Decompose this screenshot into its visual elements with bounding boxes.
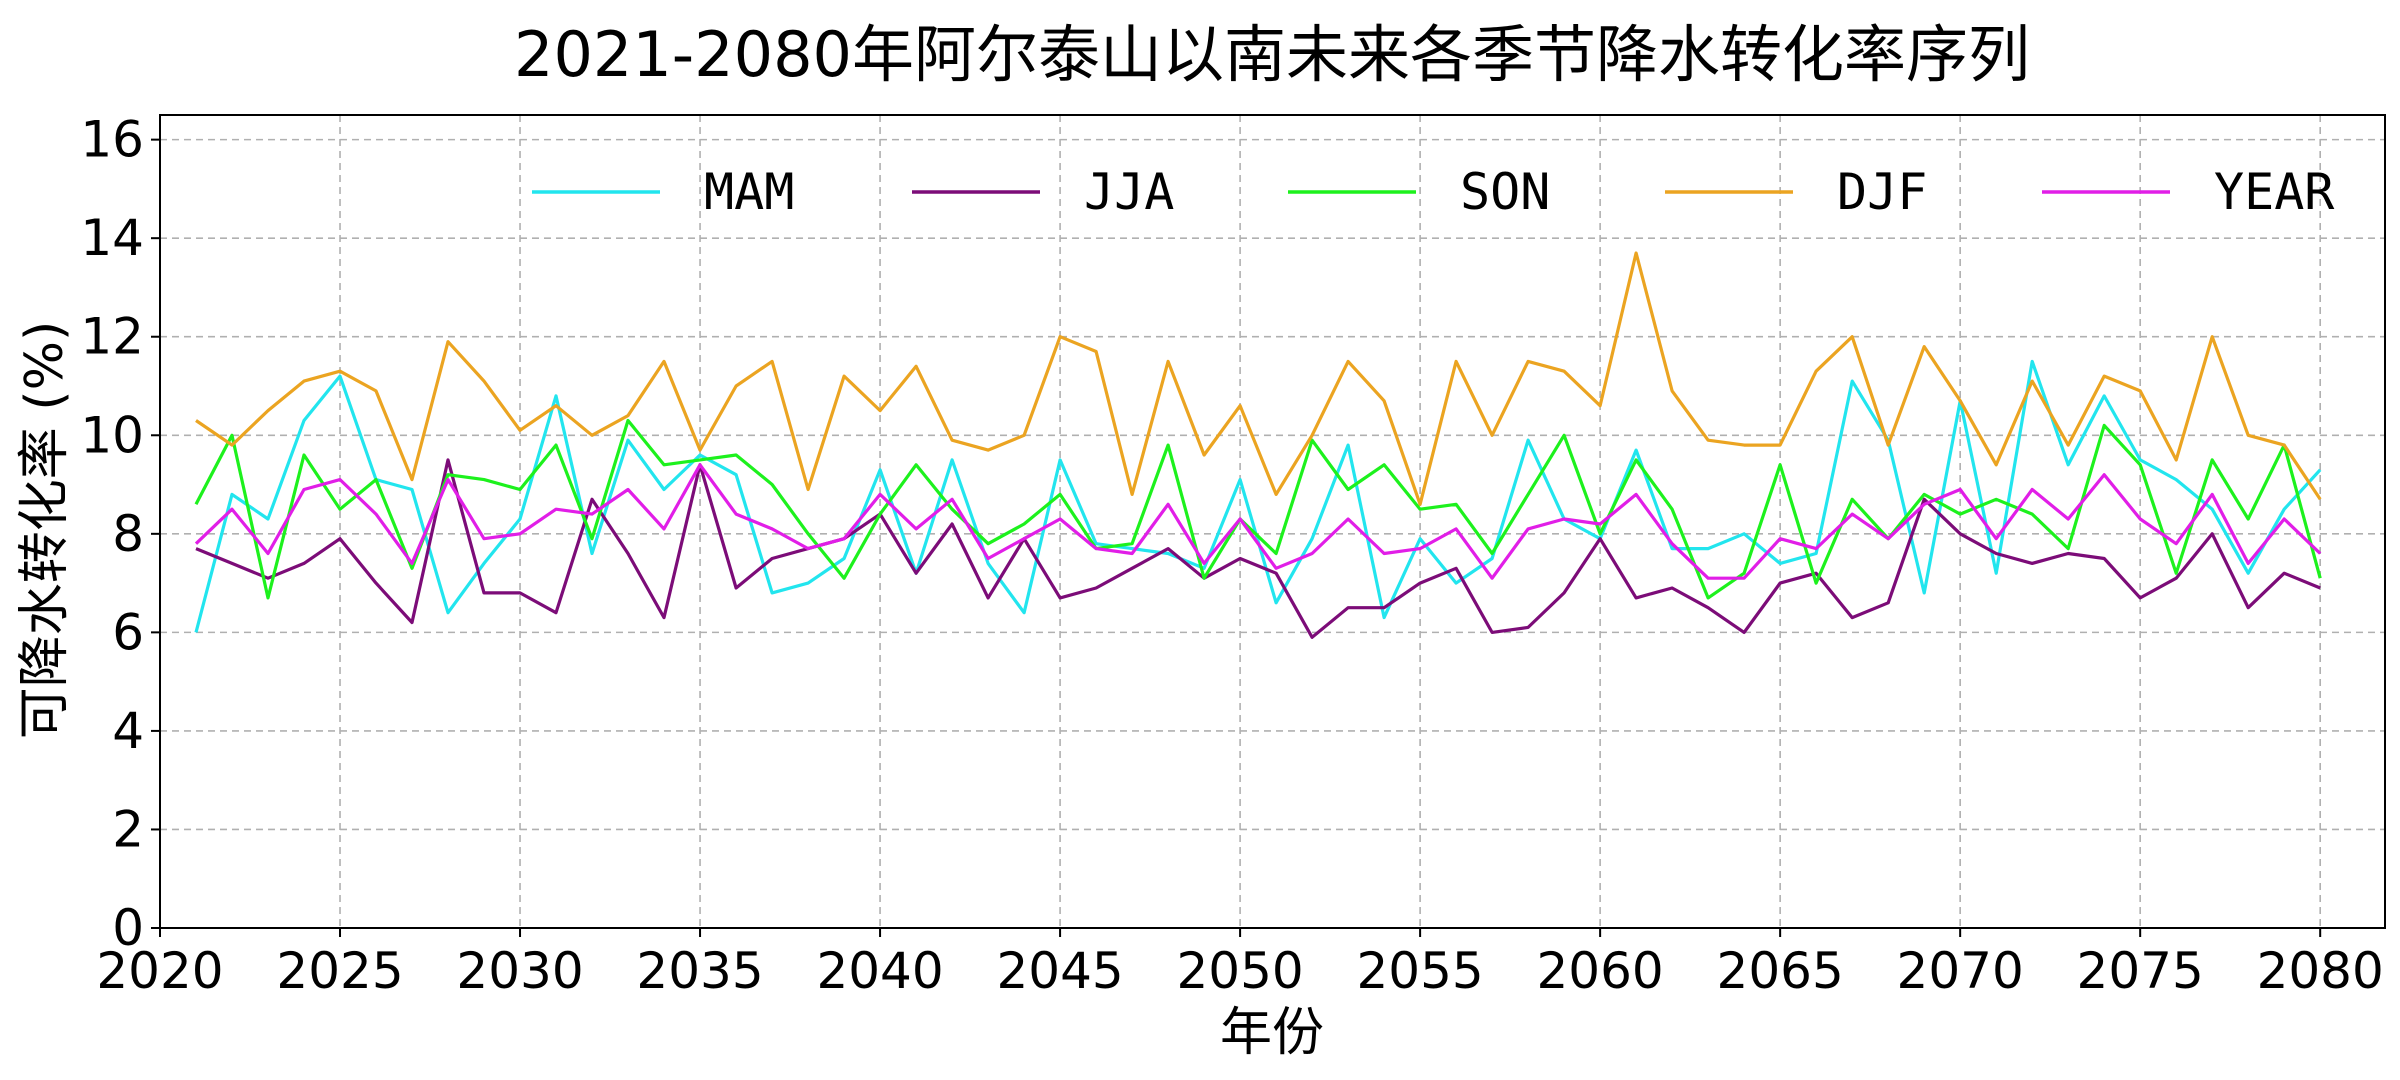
x-tick-label: 2075 (2077, 942, 2204, 1000)
y-tick-label: 8 (112, 505, 144, 563)
x-tick-label: 2070 (1897, 942, 2024, 1000)
series-line-year (194, 463, 2322, 580)
x-tick-label: 2045 (996, 942, 1123, 1000)
legend-label-djf: DJF (1837, 163, 1927, 221)
axis-ticks: 2020 2025 2030 2035 2040 2045 2050 2055 2060 2065… (80, 111, 2383, 1000)
legend: MAM JJA SON DJF YEAR (532, 163, 2335, 221)
y-tick-label: 14 (80, 209, 144, 267)
y-tick-label: 16 (80, 111, 144, 169)
x-tick-label: 2040 (816, 942, 943, 1000)
y-axis-label: 可降水转化率 (%) (15, 321, 75, 740)
plot-frame (159, 114, 2386, 929)
y-tick-label: 6 (112, 603, 144, 661)
y-tick-label: 0 (112, 899, 144, 957)
x-tick-label: 2035 (636, 942, 763, 1000)
series-line-son (194, 418, 2322, 600)
y-tick-label: 12 (80, 308, 144, 366)
y-tick-label: 4 (112, 702, 144, 760)
legend-label-son: SON (1460, 163, 1550, 221)
chart-title: 2021-2080年阿尔泰山以南未来各季节降水转化率序列 (514, 18, 2030, 91)
legend-label-mam: MAM (704, 163, 794, 221)
legend-label-jja: JJA (1084, 163, 1174, 221)
x-tick-label: 2065 (1717, 942, 1844, 1000)
x-tick-label: 2080 (2257, 942, 2384, 1000)
series-group (194, 251, 2322, 639)
y-tick-label: 2 (112, 800, 144, 858)
x-tick-label: 2050 (1176, 942, 1303, 1000)
x-tick-label: 2055 (1356, 942, 1483, 1000)
series-line-jja (195, 458, 2321, 639)
legend-label-year: YEAR (2214, 163, 2335, 221)
y-tick-label: 10 (80, 406, 144, 464)
x-axis-label: 年份 (1220, 1003, 1324, 1063)
x-tick-label: 2060 (1537, 942, 1664, 1000)
grid (159, 115, 2385, 929)
x-tick-label: 2020 (96, 942, 223, 1000)
x-tick-label: 2025 (276, 942, 403, 1000)
series-line-djf (195, 251, 2322, 506)
x-tick-label: 2030 (456, 942, 583, 1000)
